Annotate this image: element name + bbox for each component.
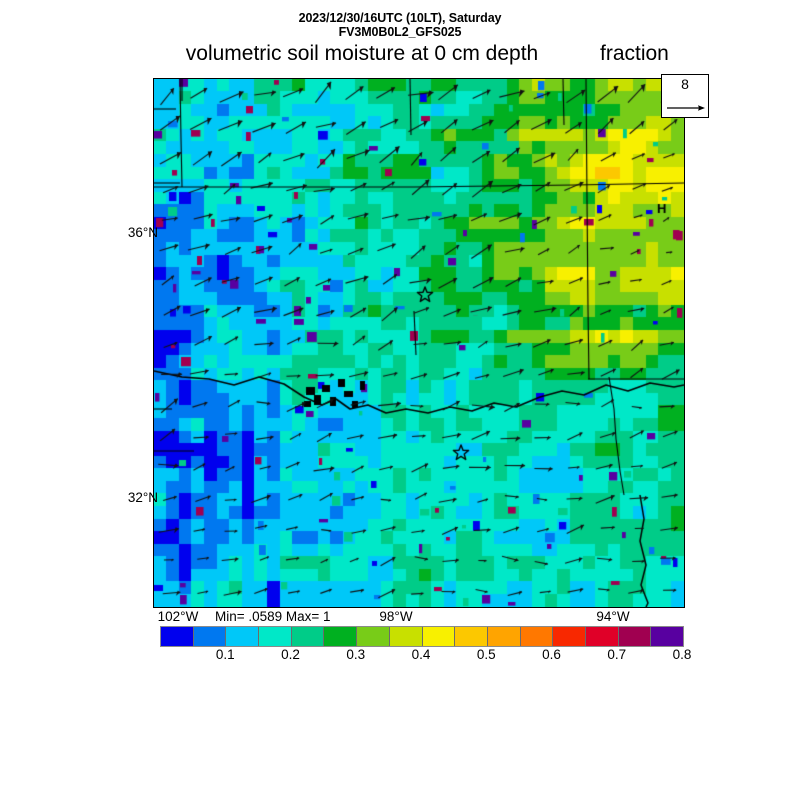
wind-vector-key-value: 8 xyxy=(681,76,689,92)
colorbar[interactable] xyxy=(160,626,684,647)
colorbar-tick-label: 0.2 xyxy=(281,647,300,662)
colorbar-swatch-8 xyxy=(422,627,456,646)
colorbar-tick-label: 0.7 xyxy=(607,647,627,662)
minmax-label: Min= .0589 Max= 1 xyxy=(215,609,331,624)
colorbar-swatch-3 xyxy=(259,627,292,646)
colorbar-swatch-5 xyxy=(324,627,358,646)
colorbar-tick-label: 0.1 xyxy=(215,647,235,662)
colorbar-tick-label: 0.3 xyxy=(346,647,366,662)
colorbar-swatch-0 xyxy=(161,627,194,646)
colorbar-tick-label: 0.4 xyxy=(411,647,431,662)
colorbar-swatch-1 xyxy=(193,627,227,646)
title-block: 2023/12/30/16UTC (10LT), Saturday FV3M0B… xyxy=(0,11,800,39)
map-plot-area[interactable] xyxy=(153,78,685,608)
right-arrow-icon xyxy=(667,105,705,111)
colorbar-tick-label: 0.8 xyxy=(672,647,692,662)
colorbar-ticks: 0.1 0.2 0.3 0.4 0.5 0.6 0.7 0.8 xyxy=(160,647,692,665)
model-title: FV3M0B0L2_GFS025 xyxy=(338,25,462,39)
lat-label-36n: 36°N xyxy=(127,225,158,240)
datetime-title: 2023/12/30/16UTC (10LT), Saturday xyxy=(298,11,502,25)
colorbar-swatch-9 xyxy=(455,627,488,646)
lon-label-98w: 98°W xyxy=(379,609,413,624)
colorbar-swatch-14 xyxy=(618,627,652,646)
colorbar-swatch-13 xyxy=(585,627,619,646)
soil-moisture-heatmap xyxy=(154,79,684,607)
colorbar-swatch-4 xyxy=(291,627,325,646)
page-title: volumetric soil moisture at 0 cm depth xyxy=(185,42,539,65)
colorbar-tick-label: 0.5 xyxy=(476,647,496,662)
wind-vector-key: 8 xyxy=(661,74,709,118)
units-label: fraction xyxy=(600,42,669,65)
colorbar-swatch-11 xyxy=(520,627,554,646)
colorbar-swatch-15 xyxy=(651,627,683,646)
colorbar-swatch-12 xyxy=(553,627,586,646)
colorbar-swatch-10 xyxy=(487,627,521,646)
colorbar-swatch-2 xyxy=(226,627,260,646)
lon-label-94w: 94°W xyxy=(596,609,630,624)
colorbar-swatch-7 xyxy=(389,627,423,646)
colorbar-tick-label: 0.6 xyxy=(542,647,561,662)
colorbar-swatch-6 xyxy=(357,627,390,646)
lon-label-102w: 102°W xyxy=(157,609,199,624)
lat-label-32n: 32°N xyxy=(127,490,158,505)
